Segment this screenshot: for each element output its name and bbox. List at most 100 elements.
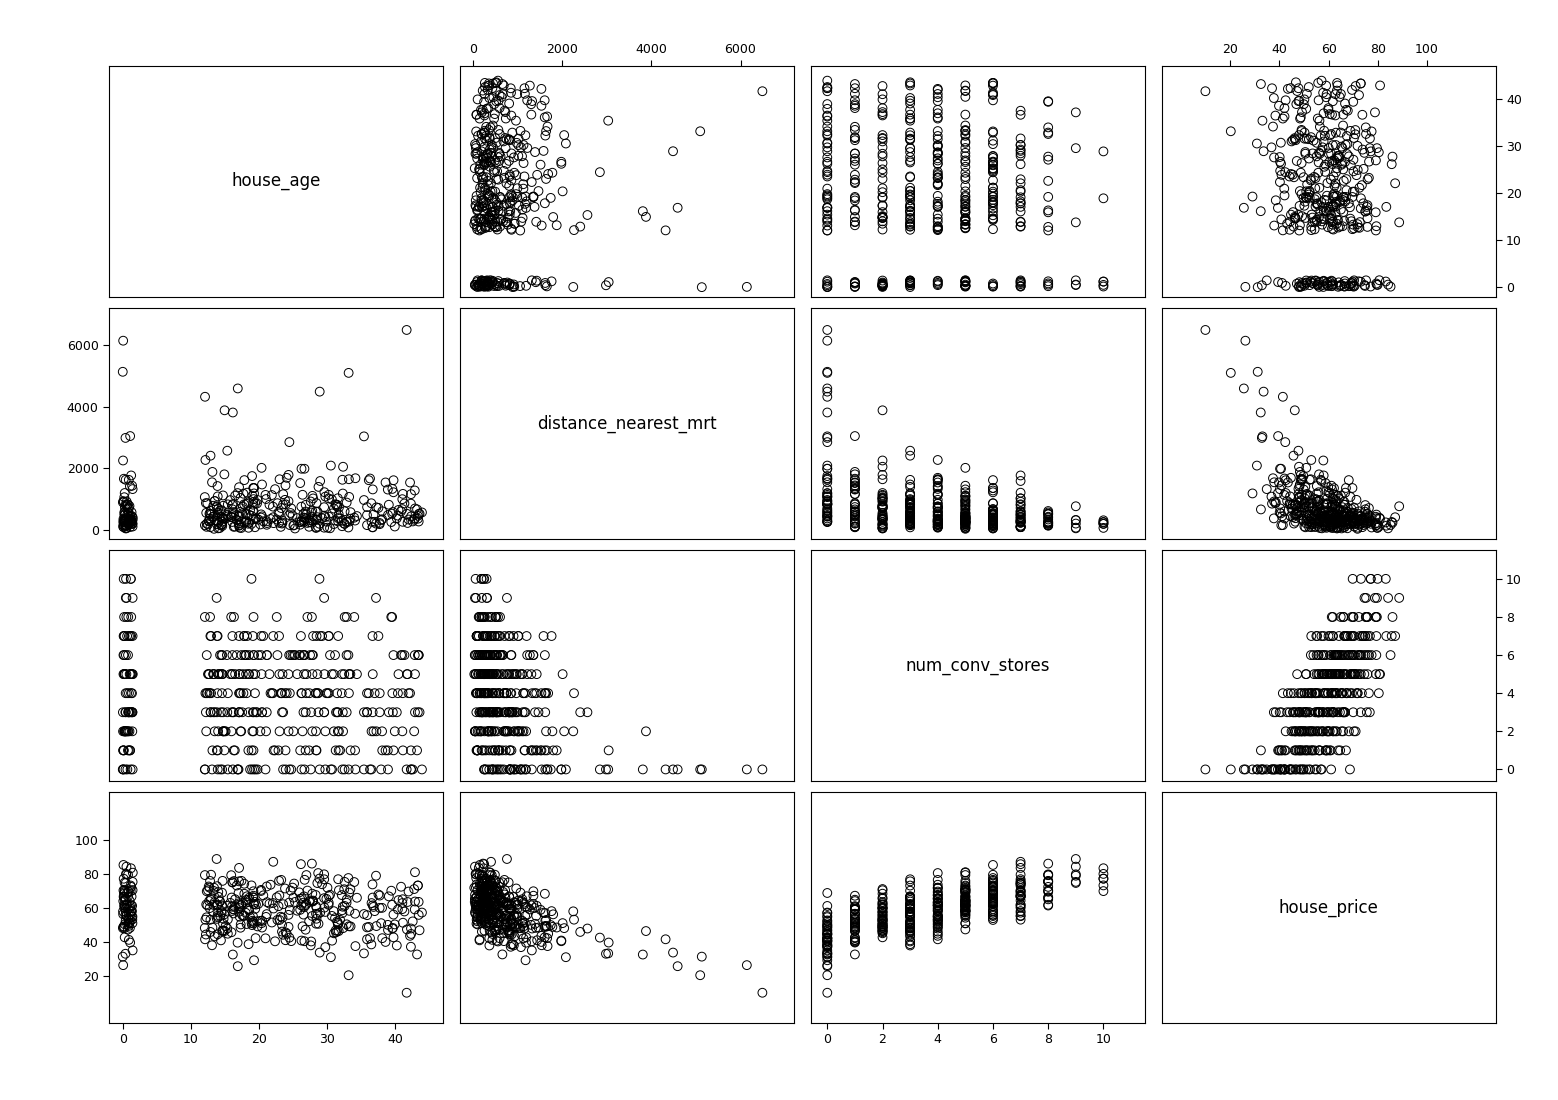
Point — [1304, 502, 1329, 519]
Point — [471, 647, 495, 664]
Point — [1365, 608, 1390, 626]
Point — [1310, 508, 1335, 526]
Point — [273, 476, 298, 494]
Point — [471, 666, 495, 683]
Point — [925, 512, 950, 529]
Point — [1310, 723, 1335, 740]
Point — [472, 856, 497, 873]
Point — [1270, 741, 1295, 759]
Point — [1357, 153, 1382, 170]
Point — [1357, 140, 1382, 157]
Point — [925, 276, 950, 294]
Point — [1036, 172, 1061, 189]
Point — [112, 896, 137, 914]
Point — [1345, 491, 1369, 508]
Point — [523, 684, 548, 702]
Point — [522, 198, 547, 216]
Point — [1313, 156, 1338, 174]
Point — [475, 882, 500, 900]
Point — [115, 499, 140, 517]
Point — [485, 704, 509, 722]
Point — [338, 510, 363, 528]
Point — [897, 923, 922, 940]
Point — [1340, 220, 1365, 238]
Point — [326, 506, 351, 524]
Point — [925, 507, 950, 525]
Point — [1293, 760, 1318, 778]
Point — [897, 188, 922, 206]
Point — [115, 608, 140, 626]
Point — [869, 510, 894, 528]
Point — [925, 175, 950, 192]
Text: house_price: house_price — [1279, 899, 1379, 916]
Point — [396, 893, 421, 911]
Point — [869, 277, 894, 295]
Point — [405, 647, 430, 664]
Point — [980, 872, 1005, 890]
Point — [925, 85, 950, 102]
Point — [1008, 513, 1033, 530]
Point — [290, 486, 315, 504]
Point — [466, 647, 491, 664]
Point — [869, 911, 894, 928]
Point — [1299, 499, 1324, 517]
Point — [1292, 490, 1317, 507]
Point — [1307, 503, 1332, 520]
Point — [514, 199, 539, 217]
Point — [485, 647, 509, 664]
Point — [120, 704, 145, 722]
Point — [1064, 867, 1089, 884]
Point — [897, 920, 922, 937]
Point — [1320, 92, 1345, 110]
Point — [471, 608, 495, 626]
Point — [530, 760, 555, 778]
Point — [1254, 272, 1279, 289]
Point — [360, 876, 385, 893]
Point — [869, 506, 894, 524]
Point — [595, 112, 620, 130]
Point — [1008, 503, 1033, 520]
Point — [843, 201, 868, 219]
Point — [925, 507, 950, 525]
Point — [1345, 162, 1369, 179]
Point — [1265, 199, 1290, 217]
Point — [869, 515, 894, 532]
Point — [897, 143, 922, 161]
Point — [815, 946, 840, 964]
Point — [980, 512, 1005, 529]
Point — [477, 627, 502, 645]
Point — [1268, 173, 1293, 190]
Point — [843, 905, 868, 923]
Point — [1313, 666, 1338, 683]
Point — [1320, 277, 1345, 295]
Point — [1036, 513, 1061, 530]
Point — [298, 936, 323, 954]
Point — [240, 468, 265, 485]
Point — [897, 507, 922, 525]
Point — [897, 905, 922, 923]
Point — [355, 704, 380, 722]
Point — [488, 145, 513, 163]
Point — [1306, 647, 1331, 664]
Point — [815, 921, 840, 938]
Point — [118, 666, 143, 683]
Point — [1313, 495, 1338, 513]
Point — [1312, 133, 1337, 151]
Point — [379, 608, 404, 626]
Point — [330, 920, 355, 937]
Point — [1338, 156, 1363, 174]
Point — [206, 519, 231, 537]
Point — [463, 723, 488, 740]
Point — [234, 505, 259, 522]
Point — [1295, 274, 1320, 292]
Point — [471, 273, 495, 290]
Point — [1366, 518, 1391, 536]
Point — [111, 452, 136, 470]
Point — [229, 895, 254, 913]
Point — [869, 915, 894, 933]
Point — [226, 515, 251, 532]
Point — [897, 492, 922, 509]
Point — [843, 274, 868, 292]
Point — [486, 627, 511, 645]
Point — [466, 272, 491, 289]
